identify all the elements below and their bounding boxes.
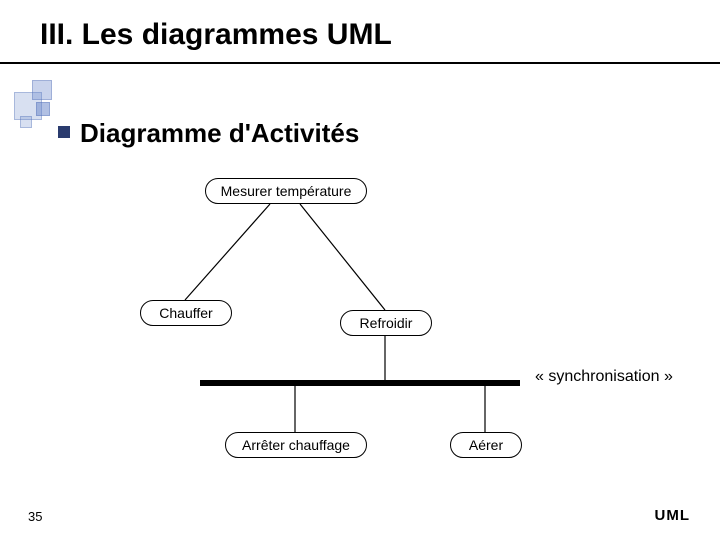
slide-subtitle: Diagramme d'Activités — [80, 118, 359, 149]
activity-air: Aérer — [450, 432, 522, 458]
slide-title: III. Les diagrammes UML — [40, 18, 392, 52]
activity-measure: Mesurer température — [205, 178, 367, 204]
activity-cool: Refroidir — [340, 310, 432, 336]
page-number: 35 — [28, 509, 42, 524]
footer-logo: UML — [655, 507, 691, 524]
slide: III. Les diagrammes UML Diagramme d'Acti… — [0, 0, 720, 540]
diagram-edges — [0, 0, 720, 540]
sync-label: « synchronisation » — [535, 368, 673, 386]
activity-stop: Arrêter chauffage — [225, 432, 367, 458]
title-underline — [0, 62, 720, 64]
sync-bar — [200, 380, 520, 386]
bullet-icon — [58, 126, 70, 138]
activity-heat: Chauffer — [140, 300, 232, 326]
